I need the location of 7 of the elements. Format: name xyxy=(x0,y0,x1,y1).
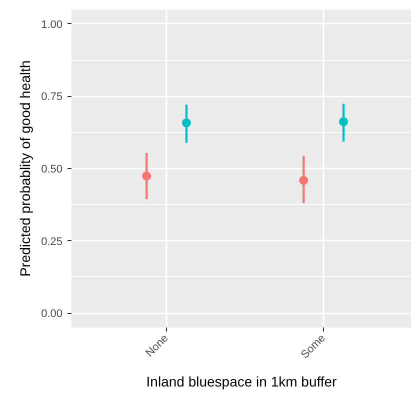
x-axis-title: Inland bluespace in 1km buffer xyxy=(146,373,338,390)
y-tick-label: 0.00 xyxy=(41,308,63,320)
y-axis-title: Predicted probablity of good health xyxy=(17,60,34,277)
y-tick-label: 0.75 xyxy=(41,91,63,104)
y-tick-label: 1.00 xyxy=(41,18,63,31)
y-tick-label: 0.25 xyxy=(41,236,63,248)
y-tick-label: 0.50 xyxy=(41,164,63,176)
